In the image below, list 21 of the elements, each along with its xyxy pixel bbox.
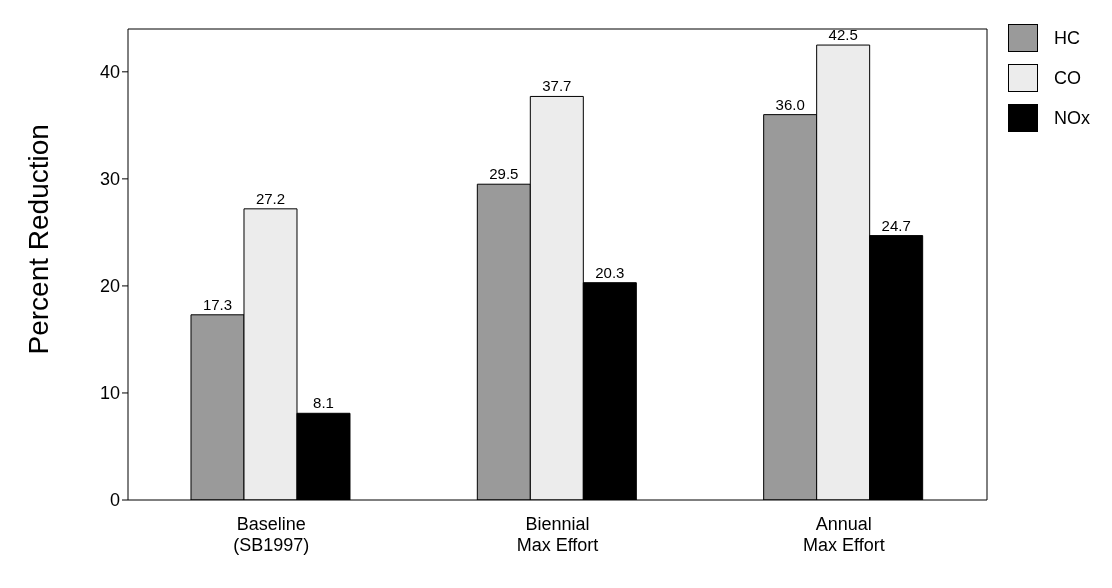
y-tick-label: 0 bbox=[109, 490, 120, 511]
legend-label: HC bbox=[1054, 27, 1080, 49]
y-tick-label: 10 bbox=[99, 383, 120, 404]
x-tick-label: Baseline (SB1997) bbox=[233, 514, 310, 556]
data-label: 17.3 bbox=[202, 295, 233, 313]
y-tick-label: 40 bbox=[99, 62, 120, 83]
y-tick-label: 20 bbox=[99, 276, 120, 297]
legend-label: CO bbox=[1054, 67, 1081, 89]
data-label: 24.7 bbox=[881, 216, 911, 234]
x-tick-label: Biennial Max Effort bbox=[516, 514, 599, 556]
legend-label: NOx bbox=[1054, 107, 1090, 129]
data-label: 27.2 bbox=[255, 189, 286, 207]
data-label: 42.5 bbox=[828, 26, 858, 44]
data-label: 37.7 bbox=[542, 77, 572, 95]
data-label: 36.0 bbox=[775, 95, 805, 113]
y-axis-title: Percent Reduction bbox=[22, 124, 54, 355]
x-tick-label: Annual Max Effort bbox=[802, 514, 885, 556]
data-label: 20.3 bbox=[595, 263, 625, 281]
y-tick-label: 30 bbox=[99, 169, 120, 190]
data-label: 29.5 bbox=[489, 165, 519, 183]
data-label: 8.1 bbox=[313, 394, 334, 412]
